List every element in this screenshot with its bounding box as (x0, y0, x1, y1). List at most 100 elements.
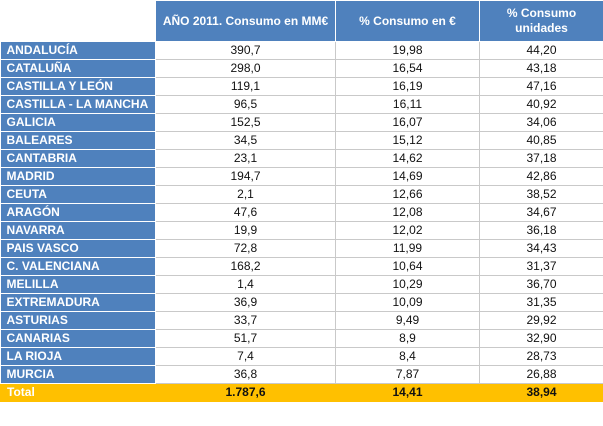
total-pct-consumo-eur: 14,41 (335, 383, 480, 402)
table-row: BALEARES 34,5 15,12 40,85 (0, 131, 603, 150)
pct-consumo-unidades: 34,43 (479, 239, 603, 258)
region-name: ANDALUCÍA (0, 41, 156, 60)
consumo-mm: 36,8 (155, 365, 336, 384)
pct-consumo-unidades: 26,88 (479, 365, 603, 384)
region-name: CASTILLA Y LEÓN (0, 77, 156, 96)
pct-consumo-eur: 9,49 (335, 311, 480, 330)
consumo-mm: 2,1 (155, 185, 336, 204)
table-row: CATALUÑA 298,0 16,54 43,18 (0, 59, 603, 78)
consumo-mm: 194,7 (155, 167, 336, 186)
pct-consumo-eur: 14,69 (335, 167, 480, 186)
header-consumo-mm: AÑO 2011. Consumo en MM€ (155, 0, 336, 42)
pct-consumo-unidades: 34,06 (479, 113, 603, 132)
consumo-mm: 72,8 (155, 239, 336, 258)
pct-consumo-unidades: 29,92 (479, 311, 603, 330)
consumo-mm: 19,9 (155, 221, 336, 240)
pct-consumo-eur: 12,02 (335, 221, 480, 240)
table-row: ANDALUCÍA 390,7 19,98 44,20 (0, 41, 603, 60)
pct-consumo-eur: 15,12 (335, 131, 480, 150)
table-row: PAIS VASCO 72,8 11,99 34,43 (0, 239, 603, 258)
consumo-mm: 34,5 (155, 131, 336, 150)
table-row: CANARIAS 51,7 8,9 32,90 (0, 329, 603, 348)
pct-consumo-unidades: 31,37 (479, 257, 603, 276)
table-row: MELILLA 1,4 10,29 36,70 (0, 275, 603, 294)
pct-consumo-unidades: 34,67 (479, 203, 603, 222)
header-corner (0, 0, 156, 42)
region-name: CANARIAS (0, 329, 156, 348)
pct-consumo-eur: 10,64 (335, 257, 480, 276)
consumo-mm: 298,0 (155, 59, 336, 78)
region-name: CASTILLA - LA MANCHA (0, 95, 156, 114)
total-label: Total (0, 383, 156, 402)
region-name: EXTREMADURA (0, 293, 156, 312)
table-row: CASTILLA Y LEÓN 119,1 16,19 47,16 (0, 77, 603, 96)
consumo-mm: 51,7 (155, 329, 336, 348)
table-row: MURCIA 36,8 7,87 26,88 (0, 365, 603, 384)
pct-consumo-eur: 16,07 (335, 113, 480, 132)
pct-consumo-eur: 12,08 (335, 203, 480, 222)
pct-consumo-unidades: 32,90 (479, 329, 603, 348)
region-name: PAIS VASCO (0, 239, 156, 258)
total-row: Total 1.787,6 14,41 38,94 (0, 383, 603, 402)
header-pct-consumo-unidades: % Consumo unidades (479, 0, 603, 42)
pct-consumo-unidades: 31,35 (479, 293, 603, 312)
consumption-table: AÑO 2011. Consumo en MM€ % Consumo en € … (0, 0, 603, 402)
pct-consumo-eur: 19,98 (335, 41, 480, 60)
table-row: ARAGÓN 47,6 12,08 34,67 (0, 203, 603, 222)
pct-consumo-unidades: 36,70 (479, 275, 603, 294)
table-row: GALICIA 152,5 16,07 34,06 (0, 113, 603, 132)
table-row: C. VALENCIANA 168,2 10,64 31,37 (0, 257, 603, 276)
pct-consumo-eur: 12,66 (335, 185, 480, 204)
pct-consumo-unidades: 40,85 (479, 131, 603, 150)
table-row: CEUTA 2,1 12,66 38,52 (0, 185, 603, 204)
pct-consumo-unidades: 36,18 (479, 221, 603, 240)
pct-consumo-eur: 16,19 (335, 77, 480, 96)
consumo-mm: 390,7 (155, 41, 336, 60)
consumo-mm: 1,4 (155, 275, 336, 294)
region-name: GALICIA (0, 113, 156, 132)
pct-consumo-eur: 10,29 (335, 275, 480, 294)
consumo-mm: 168,2 (155, 257, 336, 276)
region-name: BALEARES (0, 131, 156, 150)
pct-consumo-unidades: 40,92 (479, 95, 603, 114)
pct-consumo-eur: 11,99 (335, 239, 480, 258)
pct-consumo-eur: 10,09 (335, 293, 480, 312)
header-row: AÑO 2011. Consumo en MM€ % Consumo en € … (0, 0, 603, 42)
pct-consumo-unidades: 44,20 (479, 41, 603, 60)
pct-consumo-eur: 7,87 (335, 365, 480, 384)
region-name: C. VALENCIANA (0, 257, 156, 276)
table-body: ANDALUCÍA 390,7 19,98 44,20 CATALUÑA 298,0 16,… (0, 41, 603, 384)
table-row: ASTURIAS 33,7 9,49 29,92 (0, 311, 603, 330)
consumo-mm: 152,5 (155, 113, 336, 132)
table-row: CASTILLA - LA MANCHA 96,5 16,11 40,92 (0, 95, 603, 114)
region-name: MADRID (0, 167, 156, 186)
pct-consumo-unidades: 38,52 (479, 185, 603, 204)
region-name: ARAGÓN (0, 203, 156, 222)
pct-consumo-eur: 16,11 (335, 95, 480, 114)
pct-consumo-unidades: 43,18 (479, 59, 603, 78)
total-consumo-mm: 1.787,6 (155, 383, 336, 402)
region-name: CEUTA (0, 185, 156, 204)
pct-consumo-unidades: 42,86 (479, 167, 603, 186)
consumo-mm: 23,1 (155, 149, 336, 168)
region-name: NAVARRA (0, 221, 156, 240)
region-name: MELILLA (0, 275, 156, 294)
consumo-mm: 7,4 (155, 347, 336, 366)
pct-consumo-unidades: 37,18 (479, 149, 603, 168)
consumo-mm: 36,9 (155, 293, 336, 312)
consumo-mm: 33,7 (155, 311, 336, 330)
table-row: LA RIOJA 7,4 8,4 28,73 (0, 347, 603, 366)
region-name: ASTURIAS (0, 311, 156, 330)
pct-consumo-eur: 8,4 (335, 347, 480, 366)
region-name: CANTABRIA (0, 149, 156, 168)
pct-consumo-unidades: 28,73 (479, 347, 603, 366)
consumo-mm: 47,6 (155, 203, 336, 222)
consumo-mm: 119,1 (155, 77, 336, 96)
table-row: MADRID 194,7 14,69 42,86 (0, 167, 603, 186)
pct-consumo-eur: 8,9 (335, 329, 480, 348)
table-row: NAVARRA 19,9 12,02 36,18 (0, 221, 603, 240)
consumo-mm: 96,5 (155, 95, 336, 114)
pct-consumo-eur: 16,54 (335, 59, 480, 78)
pct-consumo-eur: 14,62 (335, 149, 480, 168)
region-name: CATALUÑA (0, 59, 156, 78)
